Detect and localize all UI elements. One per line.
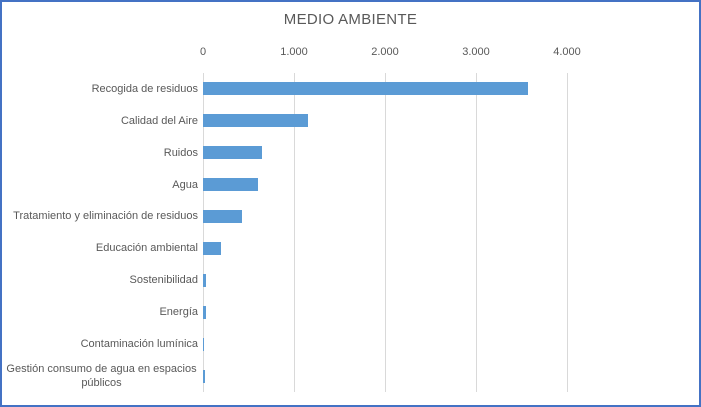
category-label-row: Sostenibilidad	[5, 264, 199, 296]
category-label-row: Contaminación lumínica	[5, 328, 198, 360]
category-label-row: Educación ambiental	[5, 233, 198, 265]
bar-row	[203, 328, 567, 360]
gridline	[293, 73, 295, 392]
bar[interactable]	[203, 178, 259, 192]
x-tick-label: 4.000	[553, 46, 581, 58]
gridline	[475, 73, 477, 392]
gridline	[384, 73, 386, 392]
bar-row	[203, 201, 567, 233]
category-label: Tratamiento y eliminación de residuos	[13, 210, 198, 223]
bar[interactable]	[203, 369, 205, 383]
bar[interactable]	[203, 273, 207, 287]
bar-row	[203, 233, 567, 265]
category-label-row: Agua	[5, 169, 198, 201]
x-tick-label: 3.000	[462, 46, 490, 58]
bar-rows	[203, 73, 567, 392]
plot-area	[202, 73, 568, 392]
category-label: Gestión consumo de agua en espacios públ…	[6, 362, 197, 390]
bar-row	[203, 264, 567, 296]
x-tick-label: 0	[199, 46, 207, 58]
category-label-row: Tratamiento y eliminación de residuos	[5, 201, 198, 233]
category-label-row: Ruidos	[5, 137, 198, 169]
category-label-row: Recogida de residuos	[5, 73, 198, 105]
chart-title: MEDIO AMBIENTE	[283, 11, 418, 28]
category-label: Contaminación lumínica	[80, 338, 198, 351]
bar-row	[203, 296, 567, 328]
bar[interactable]	[203, 146, 263, 160]
category-label: Sostenibilidad	[129, 274, 199, 287]
bar-row	[203, 73, 567, 105]
category-label: Educación ambiental	[95, 242, 198, 255]
x-axis-ticks: 0 1.000 2.000 3.000 4.000	[199, 46, 581, 60]
bar-row	[203, 169, 567, 201]
x-tick-label: 1.000	[280, 46, 308, 58]
category-axis-labels: Recogida de residuos Calidad del Aire Ruid…	[5, 73, 198, 392]
x-tick-label: 2.000	[371, 46, 399, 58]
bar[interactable]	[203, 210, 243, 224]
category-label: Energía	[159, 306, 198, 319]
category-label-row: Gestión consumo de agua en espacios públ…	[5, 360, 198, 392]
bar[interactable]	[203, 337, 205, 351]
bar[interactable]	[203, 305, 207, 319]
bar-row	[203, 105, 567, 137]
bar-row	[203, 360, 567, 392]
category-label: Agua	[172, 178, 198, 191]
bar[interactable]	[203, 241, 221, 255]
category-label: Calidad del Aire	[120, 114, 198, 127]
category-label-row: Energía	[5, 296, 198, 328]
category-label-row: Calidad del Aire	[5, 105, 198, 137]
gridline	[202, 73, 204, 392]
category-label: Recogida de residuos	[91, 82, 198, 95]
bar[interactable]	[203, 114, 308, 128]
category-label: Ruidos	[163, 146, 198, 159]
bar[interactable]	[203, 82, 529, 96]
gridline	[566, 73, 568, 392]
bar-row	[203, 137, 567, 169]
